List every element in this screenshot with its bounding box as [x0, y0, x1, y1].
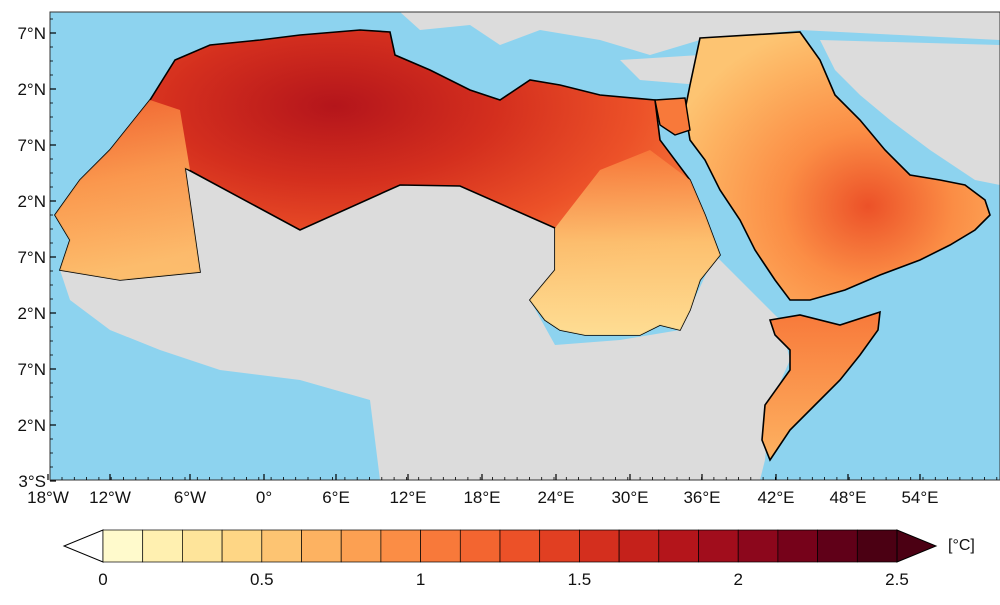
lon-tick-label: 18°W [27, 488, 69, 507]
colorbar-bin [658, 529, 699, 563]
colorbar-bin [420, 529, 461, 563]
lat-tick-label: 7°N [17, 248, 46, 267]
colorbar-bin [499, 529, 541, 563]
lon-tick-label: 48°E [829, 488, 866, 507]
region-arabia [684, 31, 991, 301]
colorbar-bin [340, 529, 382, 563]
colorbar-bin [579, 529, 620, 563]
colorbar-tick-label: 1.5 [568, 570, 592, 589]
colorbar-bin [261, 529, 302, 563]
lat-tick-label: 2°N [17, 416, 46, 435]
colorbar-bin [777, 529, 818, 563]
colorbar: 0 0.5 1 1.5 2 2.5 [°C] [62, 529, 975, 589]
colorbar-under-triangle [62, 529, 104, 563]
colorbar-tick-label: 2.5 [885, 570, 909, 589]
region-mauritania [55, 100, 200, 280]
lon-tick-label: 30°E [611, 488, 648, 507]
colorbar-bin [380, 529, 421, 563]
colorbar-unit-label: [°C] [948, 537, 975, 554]
longitude-axis: 18°W 12°W 6°W 0° 6°E 12°E 18°E 24°E 30°E 36°E 42°E… [27, 474, 998, 507]
iran-land [820, 40, 1000, 185]
lat-tick-label: 3°S [18, 472, 46, 491]
colorbar-tick-label: 0 [98, 570, 107, 589]
subsaharan-africa-land [60, 168, 790, 480]
lon-tick-label: 24°E [537, 488, 574, 507]
colorbar-bin [221, 529, 263, 563]
colorbar-tick-label: 0.5 [250, 570, 274, 589]
lon-tick-label: 12°W [89, 488, 131, 507]
latitude-axis: 7°N 2°N 7°N 2°N 7°N 2°N 7°N 2°N 3°S [17, 18, 56, 491]
region-sudan [530, 150, 720, 335]
lat-tick-label: 2°N [17, 304, 46, 323]
lon-tick-label: 6°W [174, 488, 206, 507]
colorbar-tick-label: 2 [733, 570, 742, 589]
lat-tick-label: 2°N [17, 80, 46, 99]
lon-tick-label: 42°E [757, 488, 794, 507]
colorbar-bin [539, 529, 580, 563]
colorbar-bin [182, 529, 223, 563]
colorbar-bin [618, 529, 660, 563]
lat-tick-label: 7°N [17, 24, 46, 43]
colorbar-bin [301, 529, 342, 563]
colorbar-bin [856, 529, 898, 563]
colorbar-bin [142, 529, 183, 563]
colorbar-bin [737, 529, 779, 563]
colorbar-bin [698, 529, 739, 563]
colorbar-tick-label: 1 [416, 570, 425, 589]
lat-tick-label: 7°N [17, 360, 46, 379]
lon-tick-label: 0° [256, 488, 272, 507]
map-frame [49, 11, 1000, 481]
europe-land [150, 12, 1000, 55]
lon-tick-label: 6°E [322, 488, 350, 507]
lat-tick-label: 2°N [17, 192, 46, 211]
lat-tick-label: 7°N [17, 136, 46, 155]
colorbar-over-triangle [896, 529, 938, 563]
lon-tick-label: 12°E [389, 488, 426, 507]
colorbar-bin [817, 529, 858, 563]
colorbar-bin [459, 529, 501, 563]
region-horn [761, 310, 881, 462]
region-levant [654, 97, 691, 136]
lon-tick-label: 54°E [901, 488, 938, 507]
colorbar-bin [102, 529, 144, 563]
lon-tick-label: 36°E [683, 488, 720, 507]
lon-tick-label: 18°E [463, 488, 500, 507]
